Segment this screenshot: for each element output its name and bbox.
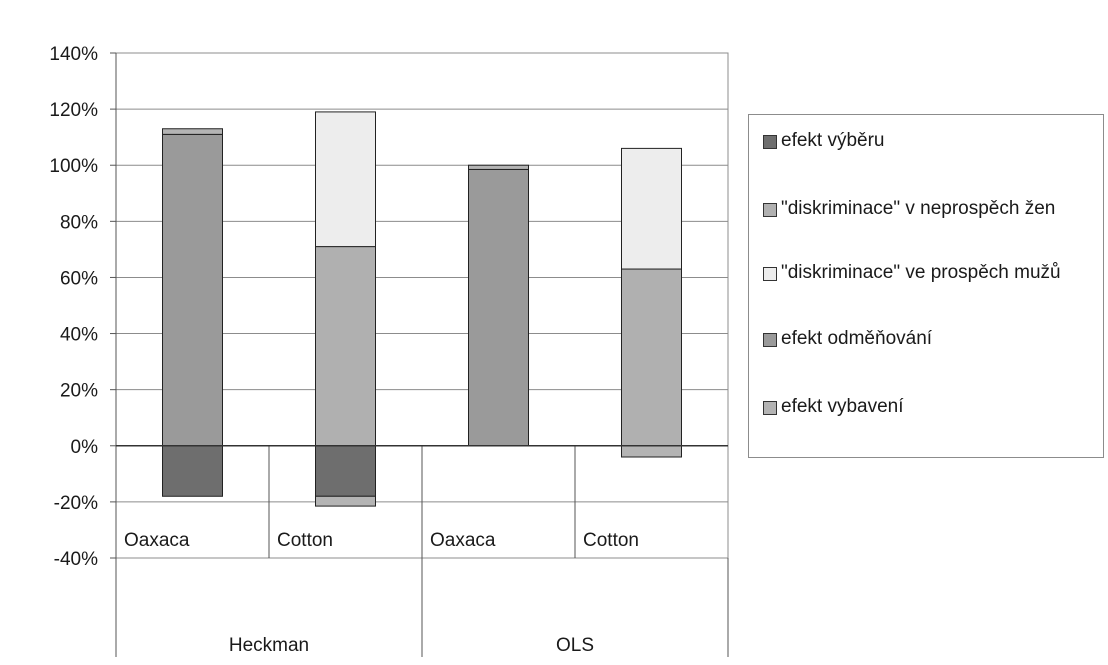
legend-item-diskriminace-neprospech-zen: "diskriminace" v neprospěch žen: [763, 197, 1099, 221]
bar-segment-4: [162, 133, 223, 447]
legend-item-efekt-vybaveni: efekt vybavení: [763, 395, 1099, 419]
category-label: Oaxaca: [430, 530, 496, 551]
y-tick-label: 140%: [49, 44, 98, 65]
bar-segment-5: [315, 495, 376, 507]
legend-swatch: [763, 135, 777, 149]
bar-segment-4: [468, 168, 529, 447]
y-tick-label: 60%: [60, 268, 98, 289]
group-label: Heckman: [229, 635, 309, 656]
legend-swatch: [763, 267, 777, 281]
y-tick-label: 80%: [60, 212, 98, 233]
bar-segment-5: [468, 164, 529, 170]
y-tick-label: 40%: [60, 325, 98, 346]
category-label: Cotton: [583, 530, 639, 551]
bar-segment-3: [621, 147, 682, 270]
y-tick-label: 100%: [49, 156, 98, 177]
y-tick-label: -40%: [54, 549, 98, 570]
legend-label: "diskriminace" v neprospěch žen: [781, 198, 1056, 219]
legend-swatch: [763, 203, 777, 217]
category-label: Oaxaca: [124, 530, 190, 551]
bar-segment-2: [621, 268, 682, 447]
tick-labels: -40% -20% 0% 20% 40% 60% 80% 100% 120% 140% Oaxaca…: [49, 44, 639, 656]
legend-label: "diskriminace" ve prospěch mužů: [781, 262, 1061, 283]
bar-segment-2: [315, 246, 376, 447]
y-tick-label: 120%: [49, 100, 98, 121]
bar-segment-5: [162, 128, 223, 135]
legend-swatch: [763, 333, 777, 347]
group-label: OLS: [556, 635, 594, 656]
bar-segment-5: [621, 445, 682, 458]
legend-label: efekt odměňování: [781, 328, 933, 349]
y-tick-label: 0%: [71, 437, 99, 458]
bar-segment-3: [315, 111, 376, 248]
legend-swatch: [763, 401, 777, 415]
legend-item-diskriminace-prospech-muzu: "diskriminace" ve prospěch mužů: [763, 261, 1099, 285]
bar-segment-1: [162, 445, 223, 497]
legend-item-efekt-vyberu: efekt výběru: [763, 129, 1099, 153]
axes: [110, 52, 729, 657]
bar-segment-1: [315, 445, 376, 497]
y-tick-label: 20%: [60, 381, 98, 402]
legend: efekt výběru "diskriminace" v neprospěch…: [748, 114, 1104, 458]
legend-item-efekt-odmenovani: efekt odměňování: [763, 327, 1099, 351]
legend-label: efekt vybavení: [781, 396, 904, 417]
y-tick-label: -20%: [54, 493, 98, 514]
category-label: Cotton: [277, 530, 333, 551]
legend-label: efekt výběru: [781, 130, 885, 151]
